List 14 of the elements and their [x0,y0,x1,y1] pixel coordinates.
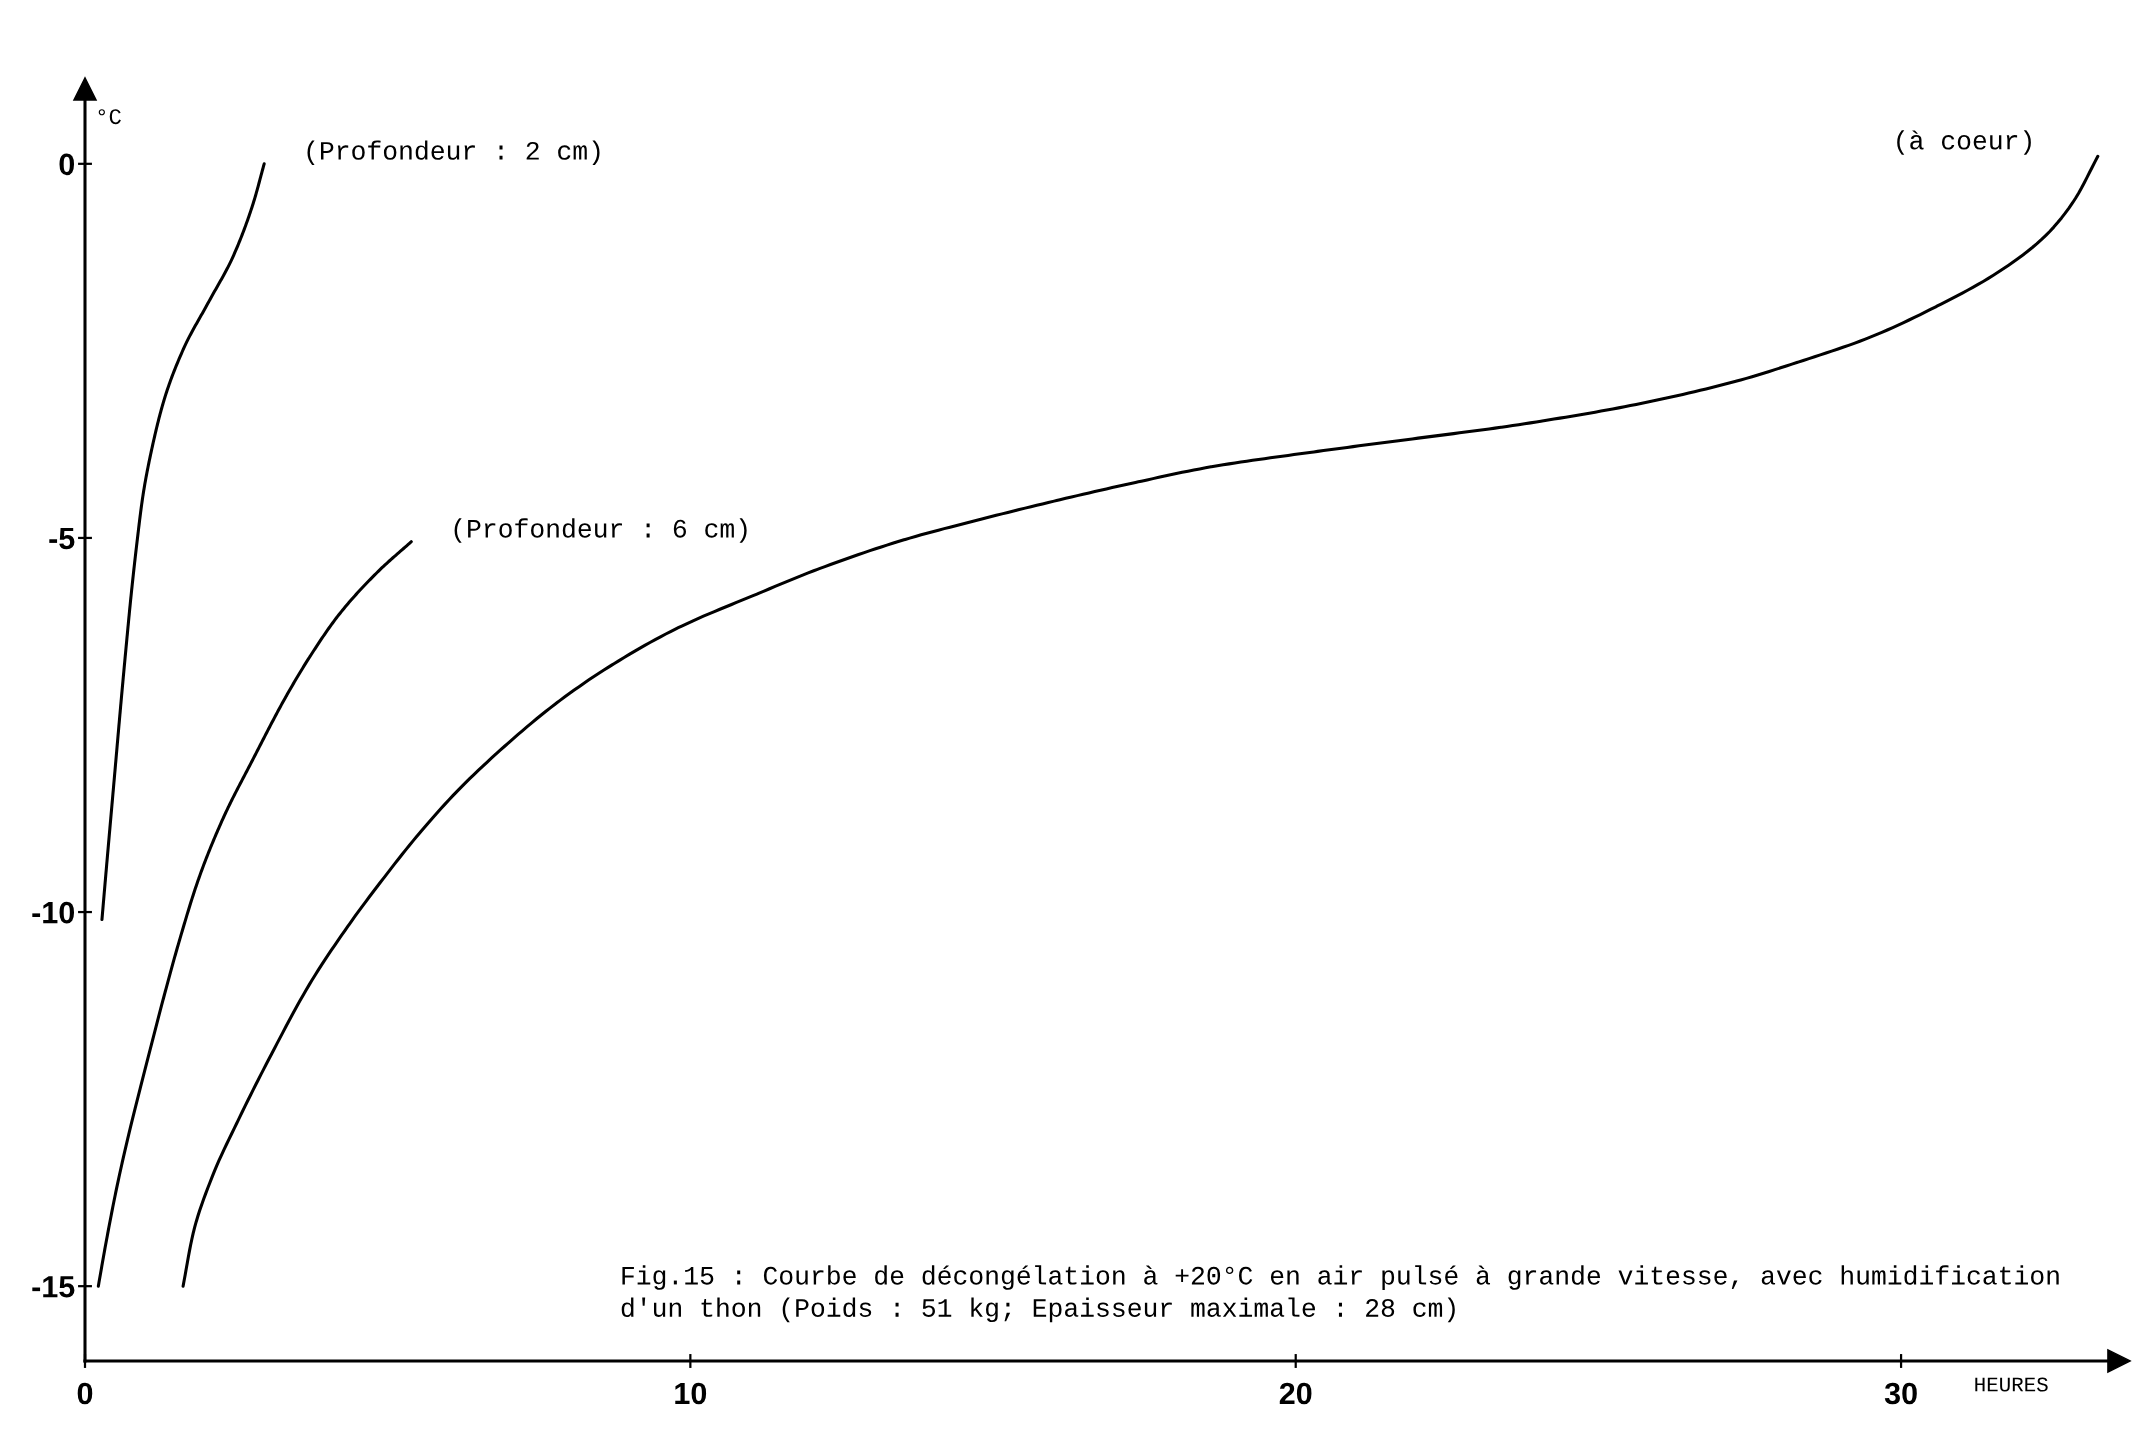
x-tick-label: 30 [1884,1382,1917,1405]
y-tick-label: -10 [32,901,75,924]
y-tick-label: 0 [59,153,75,176]
x-tick-label: 20 [1279,1382,1312,1405]
series-label: (Profondeur : 6 cm) [454,518,747,543]
y-tick-label: -5 [49,527,75,550]
series-label: (Profondeur : 2 cm) [307,140,600,166]
y-axis-title: °C [98,109,121,125]
x-axis-title: HEURES [1975,1377,2048,1392]
text: Fig.15 : Courbe de décongélation à +20°C en air pulsé à grande vitesse, avec humidification d'un thon (Poids : 51 kg; Epaisseur maximale : 28 cm) [621,1265,2059,1323]
x-tick-label: 0 [77,1382,93,1405]
y-tick-label: -15 [32,1276,75,1298]
text: (à coeur) [1897,130,2031,155]
x-tick-label: 10 [675,1382,707,1405]
